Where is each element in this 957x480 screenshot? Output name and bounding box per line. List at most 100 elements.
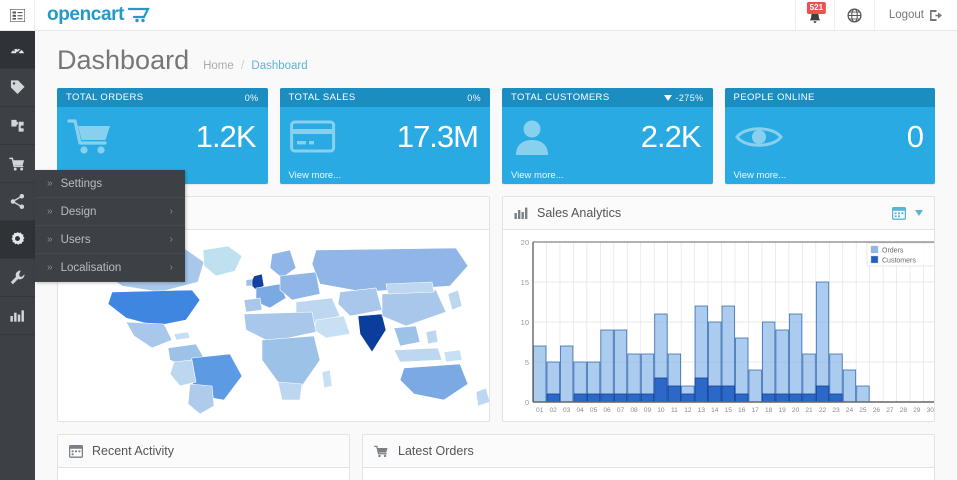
- main-content: Dashboard Home / Dashboard TOTAL ORDERS …: [35, 31, 957, 480]
- page-header: Dashboard Home / Dashboard: [47, 31, 945, 88]
- system-flyout-menu: » Settings » Design › » Users › » Locali…: [35, 170, 185, 282]
- eye-icon: [734, 122, 783, 152]
- tile-header: PEOPLE ONLINE: [724, 88, 935, 107]
- bar-chart-icon: [9, 308, 26, 324]
- svg-text:17: 17: [752, 407, 760, 414]
- panel-title: Sales Analytics: [537, 206, 622, 220]
- svg-text:05: 05: [590, 407, 598, 414]
- svg-text:26: 26: [873, 407, 881, 414]
- svg-text:13: 13: [698, 407, 706, 414]
- panels-row: Sales Analytics: [47, 184, 945, 422]
- chevron-right-icon: ›: [169, 262, 173, 273]
- globe-icon: [847, 7, 862, 23]
- chart-date-range-picker[interactable]: [892, 206, 923, 220]
- tag-icon: [9, 79, 26, 96]
- stat-tile-people-online[interactable]: PEOPLE ONLINE 0 View more...: [724, 88, 936, 184]
- sidebar-item-marketing[interactable]: [0, 183, 35, 221]
- svg-text:5: 5: [525, 358, 529, 367]
- sales-analytics-chart[interactable]: 0 5 10 15 20 01 02 03 04 05 06 07 08 09 10 11 12 13 14 15 16…: [509, 236, 934, 421]
- sidebar-item-dashboard[interactable]: [0, 31, 35, 69]
- panel-header-left: Recent Activity: [69, 444, 174, 458]
- puzzle-icon: [9, 117, 26, 134]
- tile-percent: 0%: [244, 92, 259, 103]
- svg-text:02: 02: [550, 407, 558, 414]
- svg-text:24: 24: [846, 407, 854, 414]
- sidebar-item-sales[interactable]: [0, 145, 35, 183]
- panel-header: Latest Orders: [363, 435, 934, 468]
- sidebar-item-reports[interactable]: [0, 297, 35, 335]
- tile-title: PEOPLE ONLINE: [733, 92, 815, 103]
- tile-footer[interactable]: View more...: [511, 170, 564, 181]
- flyout-item-localisation[interactable]: » Localisation ›: [35, 254, 185, 282]
- svg-text:08: 08: [630, 407, 638, 414]
- sales-analytics-panel: Sales Analytics: [502, 196, 935, 422]
- sidebar-toggle-icon[interactable]: [0, 0, 35, 30]
- share-icon: [9, 193, 26, 210]
- wrench-icon: [9, 269, 26, 286]
- stat-tile-total-sales[interactable]: TOTAL SALES 0% 17.3M: [279, 88, 490, 184]
- tile-percent: 0%: [467, 92, 481, 103]
- tile-header: TOTAL ORDERS 0%: [57, 88, 268, 107]
- svg-text:20: 20: [521, 238, 529, 247]
- breadcrumb-separator: /: [240, 60, 245, 72]
- sidebar-item-catalog[interactable]: [0, 69, 35, 107]
- brand-logo[interactable]: opencart: [35, 0, 154, 30]
- svg-text:09: 09: [644, 407, 652, 414]
- notifications-button[interactable]: 521: [794, 0, 834, 30]
- logout-button[interactable]: Logout: [873, 0, 957, 30]
- calendar-icon: [892, 206, 906, 220]
- panel-body: [363, 468, 934, 480]
- tile-body: 0: [725, 107, 936, 167]
- sidebar-item-system[interactable]: [0, 221, 35, 259]
- svg-text:07: 07: [617, 407, 625, 414]
- svg-text:25: 25: [859, 407, 867, 414]
- page-title: Dashboard: [57, 45, 190, 75]
- tile-header: TOTAL SALES 0%: [279, 88, 490, 107]
- stat-tile-total-customers[interactable]: TOTAL CUSTOMERS -275%: [502, 88, 713, 184]
- svg-text:22: 22: [819, 407, 827, 414]
- flyout-item-settings[interactable]: » Settings: [35, 170, 185, 198]
- svg-text:12: 12: [684, 407, 692, 414]
- tile-footer[interactable]: View more...: [288, 170, 342, 181]
- svg-text:10: 10: [657, 407, 665, 414]
- svg-text:20: 20: [792, 407, 800, 414]
- sidebar-rail: [0, 31, 35, 480]
- svg-text:01: 01: [536, 407, 544, 414]
- header-spacer: [154, 0, 795, 30]
- flyout-item-design[interactable]: » Design ›: [35, 198, 185, 226]
- flyout-item-label: Design: [60, 205, 97, 218]
- svg-text:27: 27: [886, 407, 894, 414]
- logout-label: Logout: [888, 9, 924, 21]
- breadcrumb-home[interactable]: Home: [203, 60, 234, 72]
- panel-title: Recent Activity: [92, 444, 174, 458]
- top-header: opencart 521: [0, 0, 957, 31]
- panel-header-left: Sales Analytics: [514, 206, 621, 220]
- tile-footer[interactable]: View more...: [733, 170, 787, 181]
- bar-chart-icon: [514, 207, 528, 220]
- svg-text:0: 0: [525, 398, 529, 407]
- svg-text:30: 30: [927, 407, 935, 414]
- svg-text:28: 28: [900, 407, 908, 414]
- svg-text:19: 19: [778, 407, 786, 414]
- language-button[interactable]: [833, 0, 874, 30]
- world-choropleth-map[interactable]: [64, 236, 490, 415]
- flyout-item-label: Users: [60, 233, 91, 246]
- svg-text:21: 21: [805, 407, 813, 414]
- caret-down-icon: [664, 94, 673, 101]
- panel-body: 0 5 10 15 20 01 02 03 04 05 06 07 08 09 10 11 12 13 14 15 16…: [503, 230, 934, 421]
- svg-text:15: 15: [725, 407, 733, 414]
- svg-text:06: 06: [603, 407, 611, 414]
- brand-text: opencart: [47, 4, 125, 25]
- tile-header: TOTAL CUSTOMERS -275%: [502, 88, 713, 107]
- calendar-icon: [69, 444, 83, 458]
- svg-text:04: 04: [576, 407, 584, 414]
- panel-header: Recent Activity: [58, 435, 349, 468]
- breadcrumb-current[interactable]: Dashboard: [251, 60, 308, 72]
- sidebar-item-tools[interactable]: [0, 259, 35, 297]
- flyout-item-users[interactable]: » Users ›: [35, 226, 185, 254]
- breadcrumb: Home / Dashboard: [203, 60, 308, 72]
- stat-tile-total-orders[interactable]: TOTAL ORDERS 0% 1.2K: [57, 88, 268, 184]
- double-chevron-right-icon: »: [47, 262, 53, 273]
- sidebar-item-extensions[interactable]: [0, 107, 35, 145]
